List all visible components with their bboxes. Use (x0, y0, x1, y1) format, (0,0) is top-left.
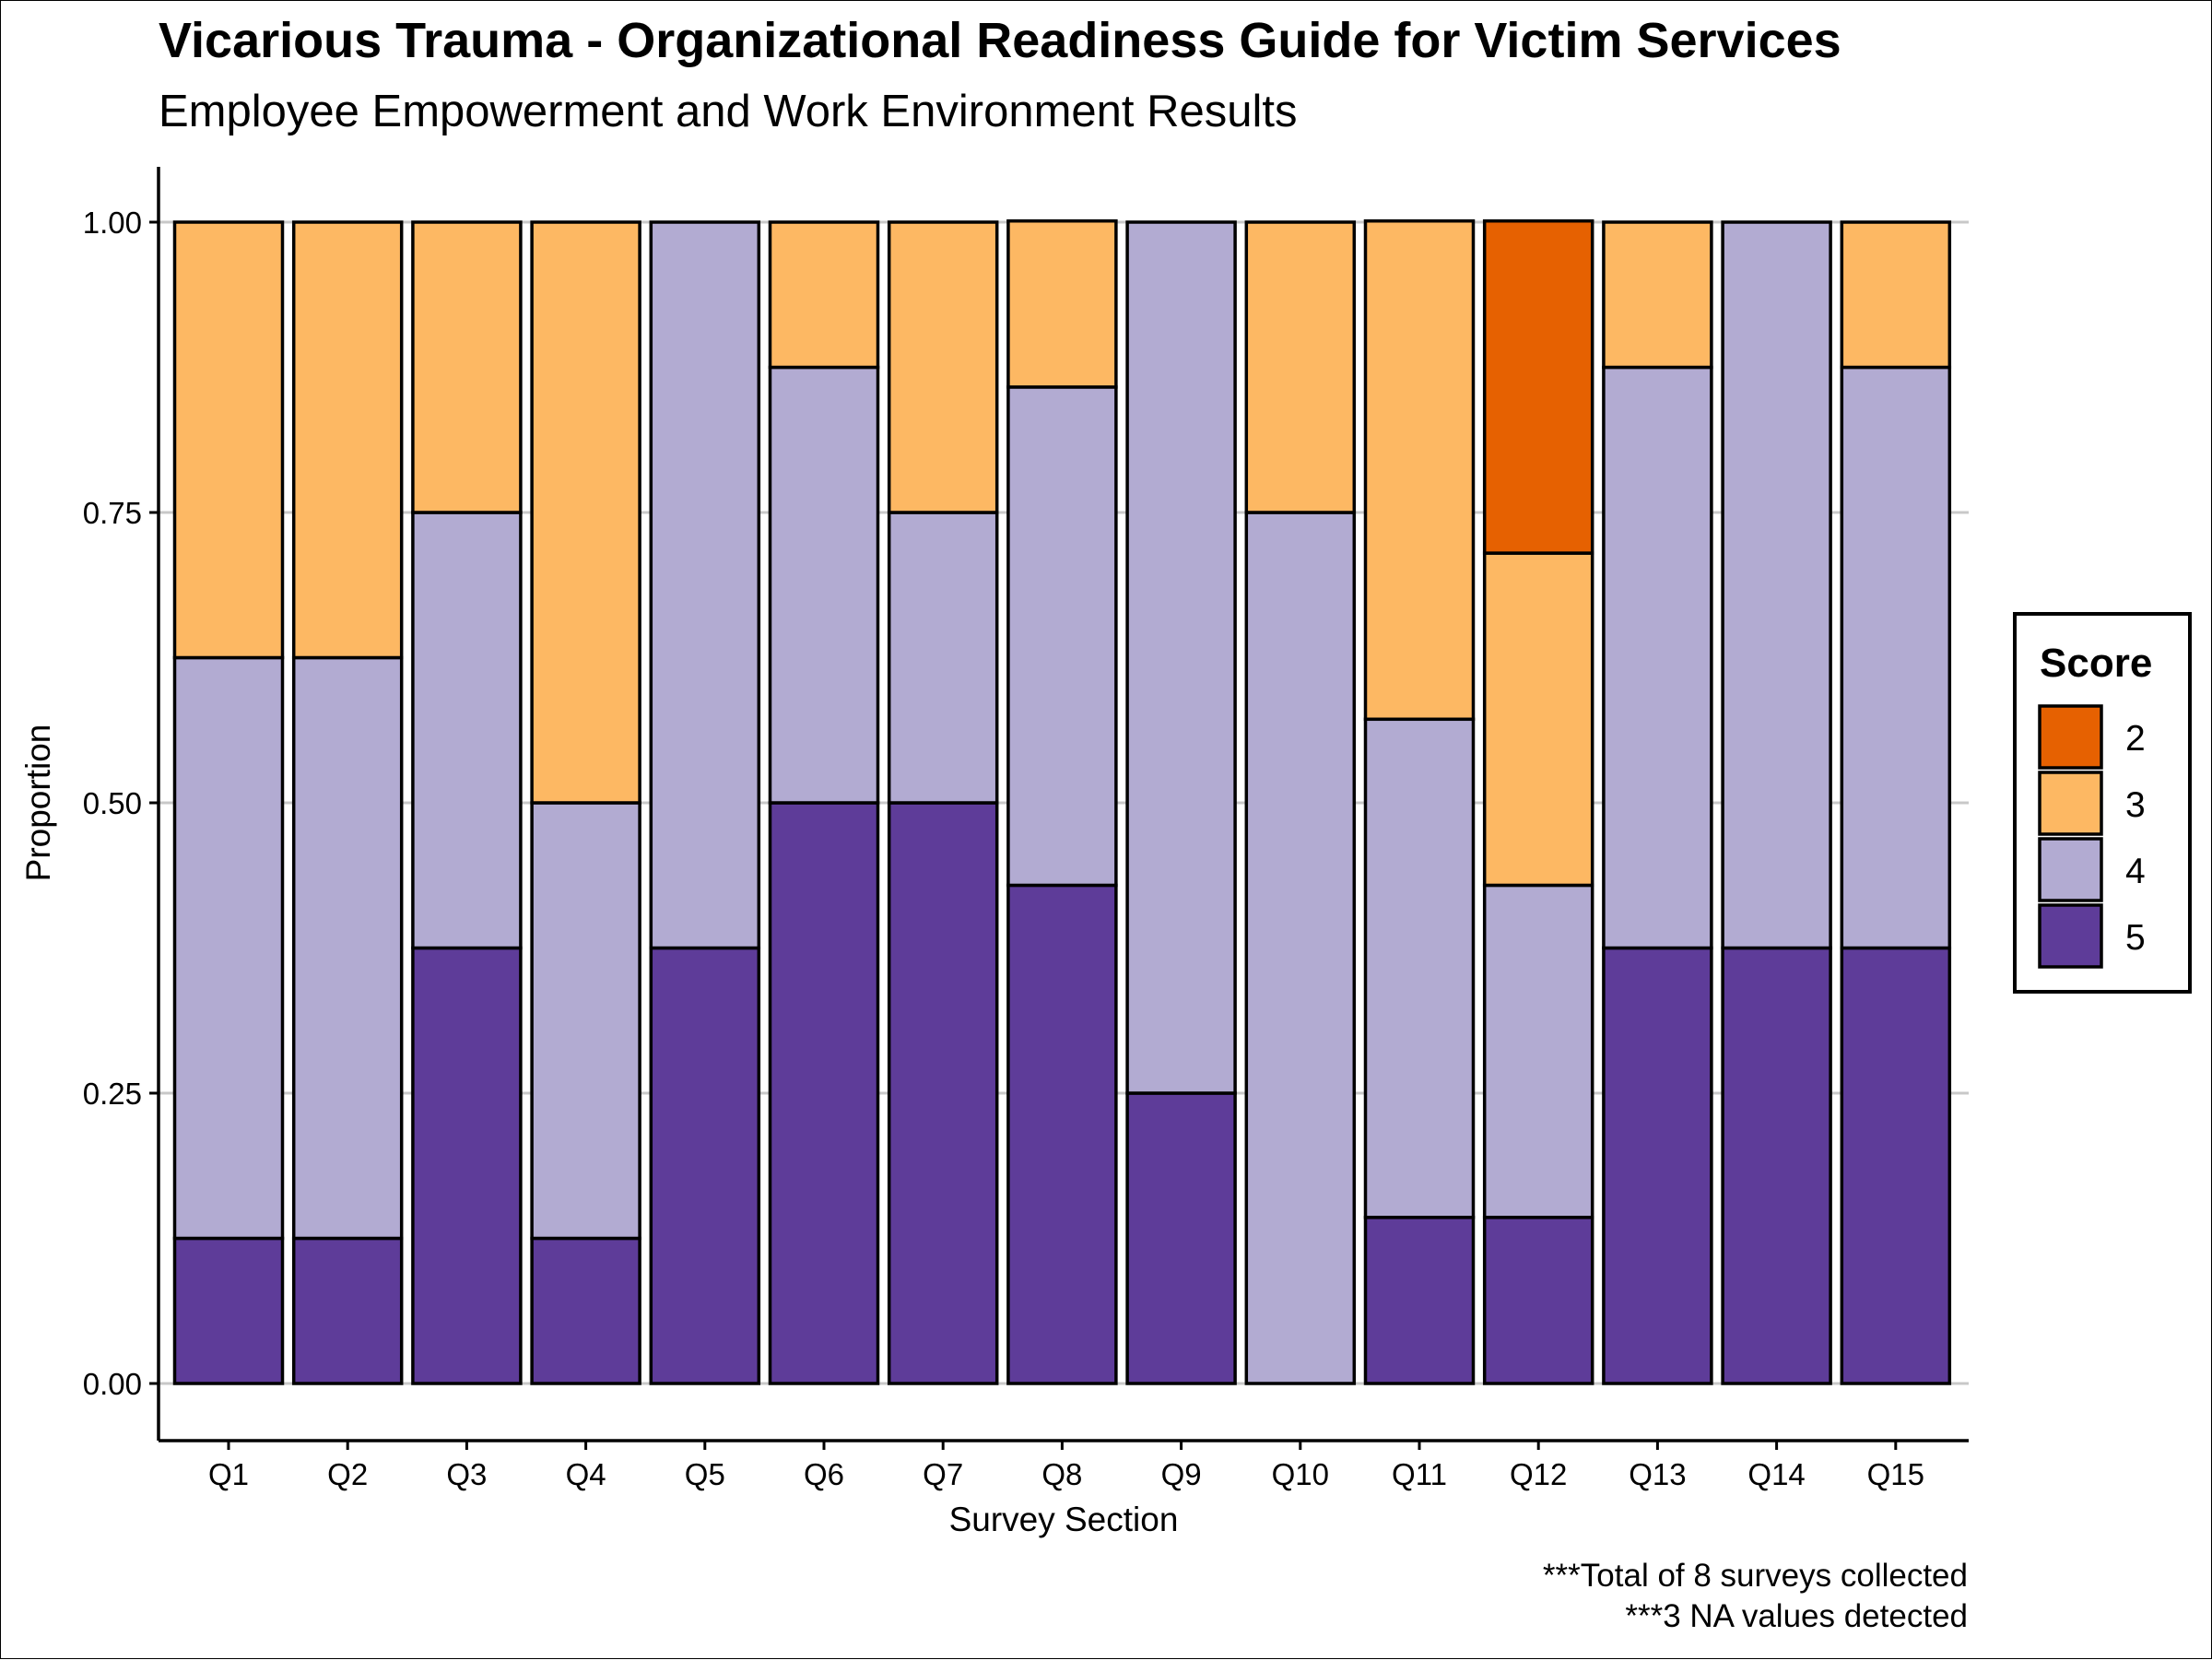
bar-Q1-score-3 (172, 220, 285, 660)
y-tick-label-1.00: 1.00 (83, 206, 142, 240)
caption-na-values: ***3 NA values detected (1625, 1598, 1968, 1634)
bar-Q2-score-4 (291, 655, 404, 1241)
x-tick-label-Q8: Q8 (1041, 1457, 1082, 1491)
x-tick-label-Q10: Q10 (1272, 1457, 1329, 1491)
bar-Q1-score-4 (172, 655, 285, 1241)
bar-Q12-score-3 (1482, 551, 1594, 888)
legend-swatch-score-2 (2038, 704, 2103, 770)
bar-Q14-score-5 (1721, 946, 1832, 1385)
bar-Q15-score-5 (1840, 946, 1952, 1385)
bar-Q3-score-4 (411, 511, 523, 950)
bar-Q7-score-5 (887, 801, 999, 1385)
bar-Q7-score-3 (887, 220, 999, 514)
legend-label-score-2: 2 (2125, 719, 2146, 759)
legend-swatch-score-5 (2038, 903, 2103, 969)
x-axis-title: Survey Section (949, 1501, 1179, 1538)
bar-Q3-score-3 (411, 220, 523, 514)
y-tick-label-0.50: 0.50 (83, 786, 142, 820)
bar-Q10-score-3 (1244, 220, 1357, 514)
legend-label-score-4: 4 (2125, 852, 2146, 891)
bar-Q9-score-5 (1125, 1091, 1237, 1385)
bar-Q8-score-5 (1006, 883, 1118, 1385)
bar-Q6-score-3 (768, 220, 880, 370)
bar-Q10-score-4 (1244, 511, 1357, 1385)
bar-Q5-score-4 (649, 220, 761, 950)
x-tick-label-Q11: Q11 (1392, 1457, 1447, 1491)
bar-Q6-score-4 (768, 365, 880, 805)
bar-Q4-score-4 (530, 801, 641, 1241)
bar-Q13-score-3 (1602, 220, 1713, 370)
x-tick-label-Q12: Q12 (1510, 1457, 1567, 1491)
caption-surveys-collected: ***Total of 8 surveys collected (1542, 1558, 1968, 1594)
legend-swatch-score-4 (2038, 837, 2103, 902)
x-tick-label-Q14: Q14 (1747, 1457, 1805, 1491)
y-tick-label-0.75: 0.75 (83, 496, 142, 530)
legend-title: Score (2040, 641, 2152, 686)
x-tick-label-Q2: Q2 (327, 1457, 368, 1491)
bar-Q13-score-5 (1602, 946, 1713, 1385)
bar-Q8-score-4 (1006, 385, 1118, 888)
legend-label-score-3: 3 (2125, 785, 2146, 825)
bar-Q2-score-5 (291, 1236, 404, 1385)
bar-Q1-score-5 (172, 1236, 285, 1385)
legend-swatch-score-3 (2038, 771, 2103, 836)
bar-Q6-score-5 (768, 801, 880, 1385)
bar-Q14-score-4 (1721, 220, 1832, 950)
y-axis-title: Proportion (19, 724, 57, 882)
bar-Q8-score-3 (1006, 218, 1118, 389)
bar-Q15-score-4 (1840, 365, 1952, 950)
x-tick-label-Q6: Q6 (804, 1457, 844, 1491)
bar-Q13-score-4 (1602, 365, 1713, 950)
bar-Q12-score-4 (1482, 883, 1594, 1219)
bar-Q2-score-3 (291, 220, 404, 660)
chart-subtitle: Employee Empowerment and Work Environmen… (159, 87, 1298, 136)
x-tick-label-Q5: Q5 (685, 1457, 725, 1491)
chart-title: Vicarious Trauma - Organizational Readin… (159, 13, 1841, 68)
x-tick-label-Q7: Q7 (923, 1457, 963, 1491)
y-tick-label-0.25: 0.25 (83, 1077, 142, 1111)
bar-Q12-score-5 (1482, 1216, 1594, 1385)
legend-label-score-5: 5 (2125, 918, 2146, 958)
bar-Q4-score-3 (530, 220, 641, 805)
bar-Q11-score-5 (1363, 1216, 1476, 1385)
x-tick-label-Q3: Q3 (446, 1457, 487, 1491)
bar-Q15-score-3 (1840, 220, 1952, 370)
y-tick-label-0.00: 0.00 (83, 1367, 142, 1401)
x-tick-label-Q9: Q9 (1161, 1457, 1202, 1491)
x-tick-label-Q4: Q4 (566, 1457, 606, 1491)
bar-Q7-score-4 (887, 511, 999, 805)
bar-Q9-score-4 (1125, 220, 1237, 1095)
bar-Q12-score-2 (1482, 218, 1594, 555)
bar-Q11-score-3 (1363, 218, 1476, 722)
x-tick-label-Q13: Q13 (1629, 1457, 1686, 1491)
bar-Q11-score-4 (1363, 717, 1476, 1219)
bar-Q4-score-5 (530, 1236, 641, 1385)
x-tick-label-Q15: Q15 (1867, 1457, 1924, 1491)
x-tick-label-Q1: Q1 (208, 1457, 249, 1491)
bar-Q3-score-5 (411, 946, 523, 1385)
bar-Q5-score-5 (649, 946, 761, 1385)
legend: Score 2 3 4 5 (2013, 612, 2192, 994)
